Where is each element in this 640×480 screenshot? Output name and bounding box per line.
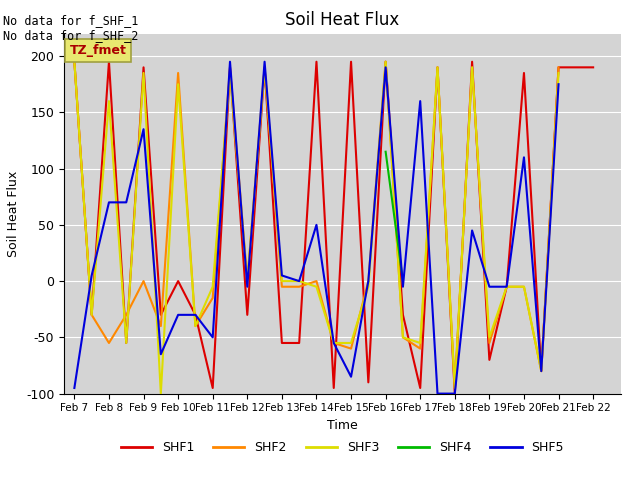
- Y-axis label: Soil Heat Flux: Soil Heat Flux: [7, 170, 20, 257]
- Legend: SHF1, SHF2, SHF3, SHF4, SHF5: SHF1, SHF2, SHF3, SHF4, SHF5: [116, 436, 569, 459]
- Text: TZ_fmet: TZ_fmet: [70, 44, 127, 58]
- X-axis label: Time: Time: [327, 419, 358, 432]
- Text: No data for f_SHF_1
No data for f_SHF_2: No data for f_SHF_1 No data for f_SHF_2: [3, 14, 139, 42]
- Title: Soil Heat Flux: Soil Heat Flux: [285, 11, 399, 29]
